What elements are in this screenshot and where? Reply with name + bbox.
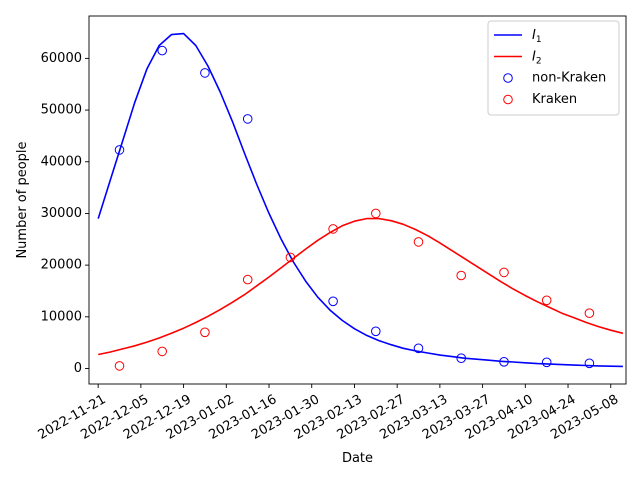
kraken-point xyxy=(114,361,125,371)
legend-label: non-Kraken xyxy=(532,71,606,86)
series-line-2 xyxy=(98,217,624,356)
kraken-point xyxy=(456,270,467,281)
legend-label: I2 xyxy=(532,49,542,66)
kraken-point xyxy=(584,308,595,319)
non-kraken-point xyxy=(413,343,424,354)
y-tick-label: 20000 xyxy=(41,258,82,273)
kraken-point xyxy=(200,327,210,338)
y-tick-label: 50000 xyxy=(41,103,82,118)
y-tick-label: 30000 xyxy=(41,206,82,221)
y-axis-label: Number of people xyxy=(15,141,30,258)
x-axis: 2022-11-212022-12-052022-12-192023-01-02… xyxy=(36,384,621,443)
legend-box xyxy=(487,20,620,116)
y-tick-label: 0 xyxy=(74,361,82,376)
legend-marker-swatch xyxy=(503,94,513,105)
non-kraken-point xyxy=(157,45,167,56)
non-kraken-point xyxy=(499,357,509,367)
plot-frame xyxy=(88,15,627,385)
legend-label: I1 xyxy=(532,28,542,45)
kraken-point xyxy=(285,252,296,263)
x-axis-label: Date xyxy=(342,451,373,466)
kraken-point xyxy=(242,274,253,285)
plot-area xyxy=(88,15,627,385)
y-tick-label: 10000 xyxy=(41,309,82,324)
series-line-1 xyxy=(97,32,623,368)
non-kraken-point xyxy=(456,353,467,364)
non-kraken-point xyxy=(328,296,338,307)
legend: I1 I2 non-Kraken Kraken xyxy=(487,20,620,116)
y-axis: 0 10000 20000 30000 40000 50000 60000 xyxy=(41,51,89,376)
legend-marker-swatch xyxy=(503,73,513,83)
y-tick-label: 40000 xyxy=(41,154,82,169)
kraken-point xyxy=(328,224,338,234)
y-tick-label: 60000 xyxy=(41,51,82,66)
non-kraken-point xyxy=(242,114,253,124)
kraken-point xyxy=(157,346,167,357)
non-kraken-point xyxy=(541,357,552,368)
legend-label: Kraken xyxy=(532,92,577,107)
non-kraken-point xyxy=(114,145,125,155)
kraken-point xyxy=(499,267,509,278)
non-kraken-point xyxy=(200,68,210,78)
kraken-point xyxy=(371,208,381,219)
kraken-point xyxy=(413,237,424,247)
non-kraken-point xyxy=(584,358,595,369)
kraken-point xyxy=(541,295,552,306)
non-kraken-point xyxy=(371,326,381,337)
